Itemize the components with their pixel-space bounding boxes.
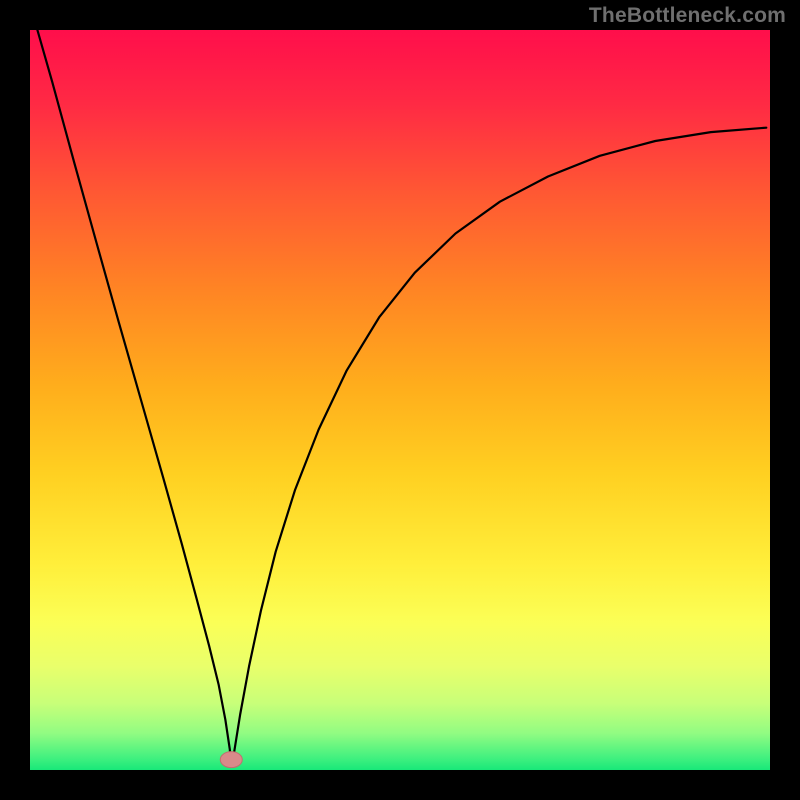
chart-stage: TheBottleneck.com [0,0,800,800]
chart-svg [0,0,800,800]
minimum-marker [220,752,242,768]
